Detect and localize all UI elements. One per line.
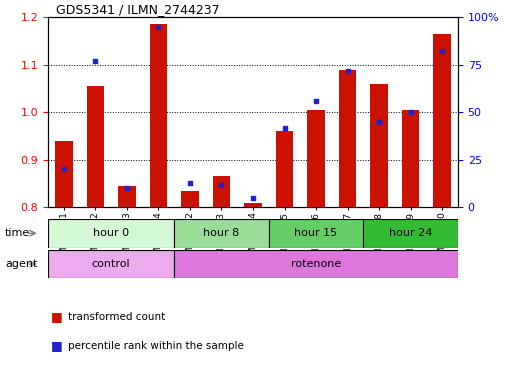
Point	[406, 109, 414, 116]
Text: ■: ■	[50, 310, 62, 323]
Bar	[55, 141, 72, 207]
Bar	[48, 250, 174, 278]
Point	[60, 166, 68, 172]
Point	[123, 185, 131, 192]
Text: time: time	[5, 228, 30, 238]
Point	[185, 180, 193, 186]
Bar	[244, 203, 261, 207]
Point	[343, 68, 351, 74]
Bar	[118, 186, 135, 207]
Text: ■: ■	[50, 339, 62, 352]
Point	[312, 98, 320, 104]
Text: hour 15: hour 15	[294, 228, 337, 238]
Bar	[363, 219, 457, 248]
Bar	[48, 219, 174, 248]
Bar	[338, 70, 356, 207]
Bar	[174, 219, 268, 248]
Bar	[307, 110, 324, 207]
Point	[280, 124, 288, 131]
Text: hour 0: hour 0	[93, 228, 129, 238]
Text: percentile rank within the sample: percentile rank within the sample	[68, 341, 244, 351]
Text: hour 24: hour 24	[388, 228, 431, 238]
Text: control: control	[91, 259, 130, 269]
Text: GDS5341 / ILMN_2744237: GDS5341 / ILMN_2744237	[56, 3, 220, 16]
Bar	[401, 110, 419, 207]
Bar	[370, 84, 387, 207]
Text: rotenone: rotenone	[290, 259, 340, 269]
Bar	[433, 34, 450, 207]
Point	[154, 24, 162, 30]
Bar	[181, 191, 198, 207]
Bar	[86, 86, 104, 207]
Text: agent: agent	[5, 259, 37, 269]
Point	[374, 119, 382, 125]
Bar	[174, 250, 457, 278]
Point	[248, 195, 257, 201]
Bar	[213, 177, 230, 207]
Bar	[149, 25, 167, 207]
Bar	[268, 219, 363, 248]
Text: transformed count: transformed count	[68, 312, 165, 322]
Text: hour 8: hour 8	[203, 228, 239, 238]
Bar	[275, 131, 292, 207]
Point	[91, 58, 99, 64]
Point	[217, 182, 225, 188]
Point	[437, 48, 445, 55]
